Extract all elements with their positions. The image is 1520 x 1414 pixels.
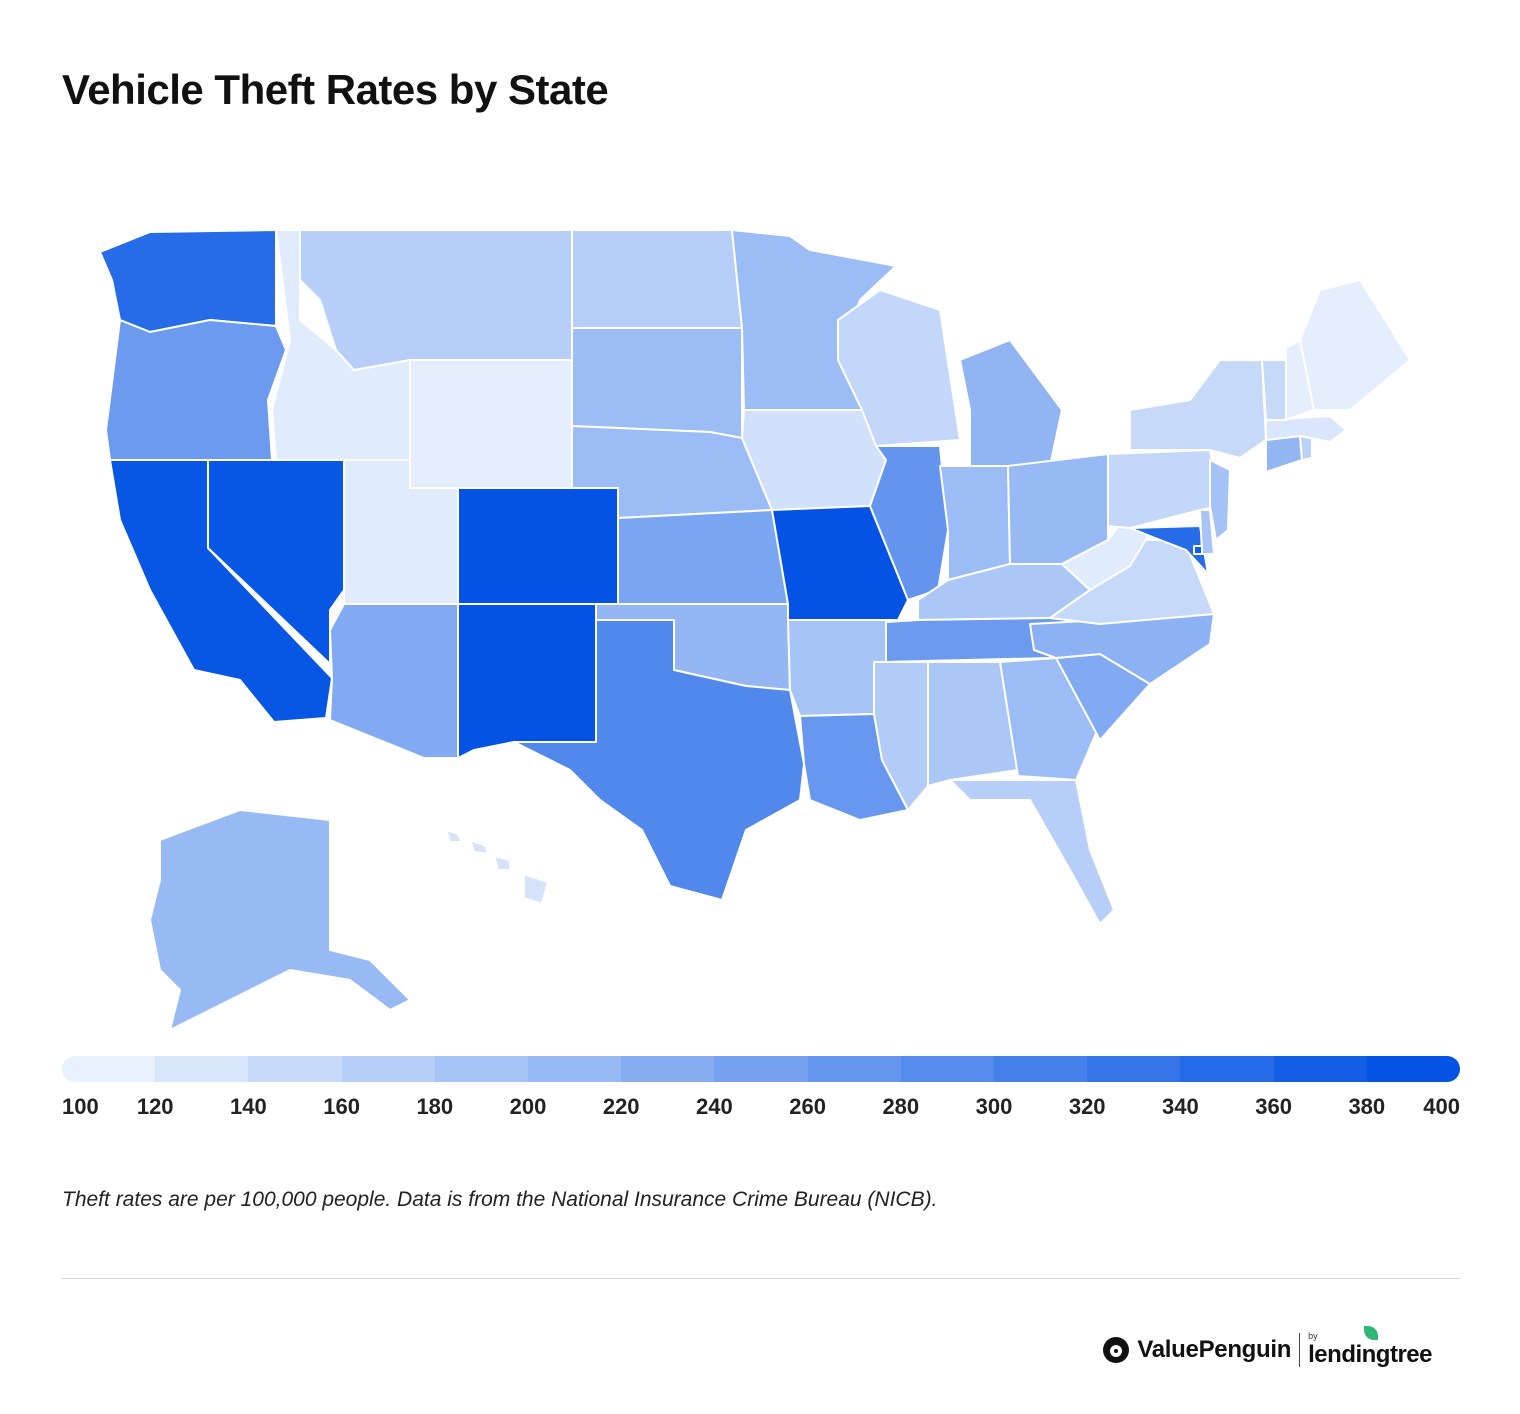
legend-segment bbox=[1273, 1056, 1367, 1082]
legend-tick-label: 100 bbox=[62, 1094, 99, 1119]
legend-segment bbox=[62, 1056, 156, 1082]
state-wa bbox=[99, 229, 277, 333]
partner-by: by bbox=[1308, 1330, 1318, 1341]
legend-tick-label: 260 bbox=[789, 1094, 826, 1119]
legend-tick-labels: 100 120 140 160 180 200 220 240 260 280 300 320 340 3… bbox=[62, 1094, 1460, 1124]
state-ks bbox=[617, 509, 789, 605]
legend-segment bbox=[155, 1056, 249, 1082]
legend-tick-label: 220 bbox=[602, 1094, 640, 1119]
state-il bbox=[869, 445, 949, 601]
state-co bbox=[457, 487, 619, 605]
page-title: Vehicle Theft Rates by State bbox=[62, 66, 609, 113]
states-layer bbox=[99, 229, 1411, 1030]
state-ma bbox=[1265, 415, 1347, 443]
state-vt bbox=[1261, 359, 1287, 421]
legend-tick-label: 280 bbox=[882, 1094, 920, 1119]
brand-logo: ValuePenguin by lendingtree bbox=[1103, 1325, 1432, 1370]
legend-segment bbox=[994, 1056, 1088, 1082]
legend-segment bbox=[714, 1056, 808, 1082]
state-sd bbox=[571, 327, 743, 439]
state-nc bbox=[1029, 613, 1215, 685]
state-wi bbox=[837, 289, 961, 447]
state-nm bbox=[457, 603, 597, 759]
state-ny bbox=[1129, 359, 1267, 459]
legend-color-scale bbox=[62, 1056, 1460, 1082]
legend-tick-label: 160 bbox=[323, 1094, 360, 1119]
state-ri bbox=[1299, 435, 1313, 461]
state-ak bbox=[149, 809, 411, 1030]
state-in bbox=[939, 465, 1011, 581]
legend-tick-label: 400 bbox=[1423, 1094, 1460, 1119]
partner-name: lendingtree bbox=[1308, 1340, 1432, 1368]
legend-segment bbox=[248, 1056, 342, 1082]
legend-tick-label: 340 bbox=[1162, 1094, 1199, 1119]
state-me bbox=[1299, 279, 1411, 411]
divider bbox=[62, 1278, 1460, 1279]
penguin-icon bbox=[1103, 1337, 1130, 1363]
state-or bbox=[105, 319, 287, 461]
state-md bbox=[1129, 525, 1209, 575]
state-ct bbox=[1265, 435, 1303, 473]
legend-segment bbox=[434, 1056, 529, 1082]
us-choropleth-map bbox=[90, 210, 1430, 1030]
source-note: Theft rates are per 100,000 people. Data… bbox=[62, 1188, 938, 1211]
brand-separator bbox=[1299, 1333, 1301, 1367]
state-nj bbox=[1209, 459, 1231, 541]
legend-segment bbox=[1087, 1056, 1181, 1082]
legend-segment bbox=[341, 1056, 435, 1082]
legend-tick-label: 180 bbox=[416, 1094, 454, 1119]
legend-tick-label: 360 bbox=[1255, 1094, 1292, 1119]
legend-segment bbox=[1180, 1056, 1274, 1082]
state-fl bbox=[949, 779, 1115, 925]
legend-segment bbox=[900, 1056, 995, 1082]
leaf-icon bbox=[1364, 1325, 1378, 1340]
legend-segment bbox=[807, 1056, 901, 1082]
state-nd bbox=[571, 229, 743, 329]
legend-tick-label: 140 bbox=[230, 1094, 267, 1119]
legend-segment bbox=[1366, 1056, 1460, 1082]
state-al bbox=[927, 661, 1019, 787]
legend-tick-label: 380 bbox=[1348, 1094, 1386, 1119]
brand-name: ValuePenguin bbox=[1137, 1336, 1292, 1363]
state-wy bbox=[409, 359, 573, 489]
legend-segment bbox=[621, 1056, 715, 1082]
state-dc bbox=[1193, 545, 1203, 555]
state-de bbox=[1199, 509, 1215, 555]
legend-segment bbox=[528, 1056, 622, 1082]
partner-logo: by lendingtree bbox=[1308, 1325, 1432, 1369]
legend-tick-label: 200 bbox=[509, 1094, 547, 1119]
legend-tick-label: 300 bbox=[975, 1094, 1013, 1119]
state-mi bbox=[959, 339, 1063, 467]
state-tx bbox=[513, 619, 805, 901]
map-svg bbox=[99, 229, 1411, 1030]
legend-tick-label: 320 bbox=[1068, 1094, 1106, 1119]
state-az bbox=[329, 603, 459, 759]
state-mt bbox=[299, 229, 573, 371]
state-hi bbox=[445, 829, 549, 905]
legend-tick-label: 240 bbox=[696, 1094, 733, 1119]
legend-tick-label: 120 bbox=[136, 1094, 174, 1119]
